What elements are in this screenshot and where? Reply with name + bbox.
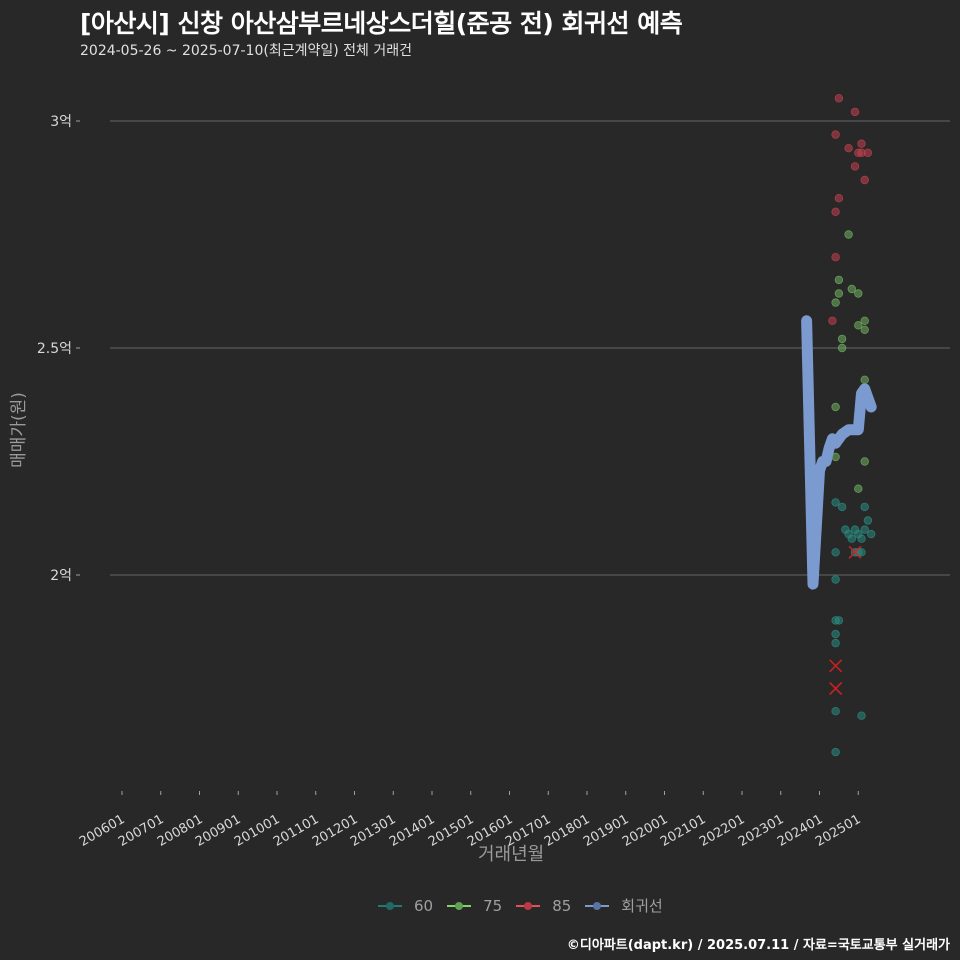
point-85 xyxy=(844,143,853,153)
point-75 xyxy=(854,289,863,298)
legend-key-regression-icon xyxy=(585,900,610,912)
legend-item-regression: 회귀선 xyxy=(585,895,663,916)
point-75 xyxy=(834,275,844,285)
point-85 xyxy=(860,175,869,185)
point-85 xyxy=(831,253,840,262)
point-75 xyxy=(860,325,869,334)
cancel-x-icon xyxy=(829,659,843,673)
y-tick-3: 3억 xyxy=(50,114,72,130)
point-85 xyxy=(863,148,873,157)
point-85 xyxy=(831,207,840,216)
point-85 xyxy=(850,107,860,117)
legend-key-60-icon xyxy=(378,900,402,912)
point-75 xyxy=(860,316,869,325)
point-60 xyxy=(831,747,840,757)
legend-key-85-icon xyxy=(516,900,541,912)
y-tick-marks xyxy=(76,120,80,576)
point-60 xyxy=(834,616,844,625)
y-axis-label: 매매가(원) xyxy=(9,392,29,468)
legend-key-75-icon xyxy=(447,900,472,912)
point-60 xyxy=(857,711,866,720)
y-tick-2-5: 2.5억 xyxy=(36,341,72,357)
point-85 xyxy=(850,162,860,171)
point-60 xyxy=(831,629,840,639)
regression-line xyxy=(801,315,877,590)
point-60 xyxy=(831,575,840,584)
cancel-x-icon xyxy=(829,681,843,696)
y-tick-2: 2억 xyxy=(50,568,72,584)
point-60 xyxy=(837,502,847,512)
grid-lines xyxy=(110,120,950,576)
point-85 xyxy=(857,139,866,148)
point-85 xyxy=(834,193,844,203)
point-85 xyxy=(834,94,844,103)
footer-credit: ©디아파트(dapt.kr) / 2025.07.11 / 자료=국토교통부 실… xyxy=(566,938,950,953)
point-60 xyxy=(831,498,840,507)
point-75 xyxy=(860,375,869,384)
point-60 xyxy=(857,548,866,557)
point-75 xyxy=(831,402,840,412)
point-75 xyxy=(831,298,840,307)
point-75 xyxy=(854,484,863,493)
point-60 xyxy=(831,548,840,557)
point-60 xyxy=(831,638,840,648)
legend-label-regression: 회귀선 xyxy=(621,897,663,915)
legend: 60 75 85 회귀선 xyxy=(378,895,677,916)
chart-title: [아산시] 신창 아산삼부르네상스더힐(준공 전) 회귀선 예측 xyxy=(80,9,683,38)
point-60 xyxy=(860,525,869,534)
point-60 xyxy=(860,502,869,512)
legend-item-85: 85 xyxy=(516,897,571,915)
cancel-x-icon xyxy=(848,545,862,559)
x-axis-label: 거래년월 xyxy=(478,844,545,865)
point-60 xyxy=(863,516,873,525)
point-75 xyxy=(860,457,869,466)
cancelled-marks xyxy=(829,545,862,696)
point-60 xyxy=(831,707,840,716)
legend-label-75: 75 xyxy=(483,896,503,915)
legend-label-85: 85 xyxy=(552,896,572,915)
chart-subtitle: 2024-05-26 ~ 2025-07-10(최근계약일) 전체 거래건 xyxy=(80,43,412,59)
point-75 xyxy=(854,321,863,330)
legend-label-60: 60 xyxy=(414,896,434,915)
point-75 xyxy=(847,284,856,294)
point-60 xyxy=(857,534,866,543)
point-85 xyxy=(828,316,837,325)
point-60 xyxy=(867,529,876,539)
point-85 xyxy=(831,130,840,139)
point-75 xyxy=(834,289,844,298)
point-75 xyxy=(844,230,853,239)
point-75 xyxy=(837,343,847,353)
point-75 xyxy=(837,334,847,344)
legend-item-75: 75 xyxy=(447,897,502,915)
point-60 xyxy=(847,534,856,543)
legend-item-60: 60 xyxy=(378,897,433,915)
x-tick-marks xyxy=(121,791,859,795)
